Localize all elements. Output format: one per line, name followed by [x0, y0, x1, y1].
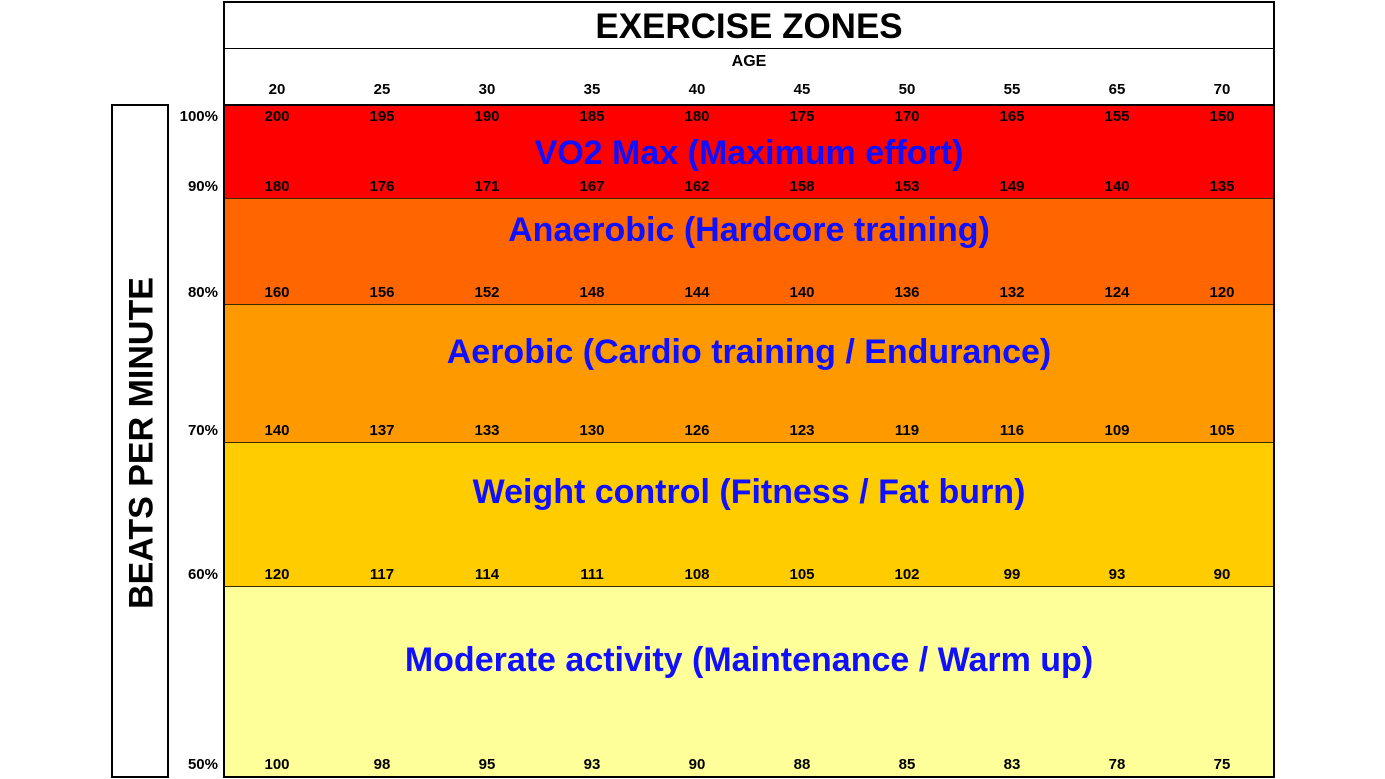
- x-axis-label: AGE: [731, 53, 767, 70]
- heart-rate-value: 105: [1209, 422, 1235, 439]
- heart-rate-value: 109: [1104, 422, 1130, 439]
- heart-rate-value: 180: [684, 108, 710, 125]
- heart-rate-value: 185: [579, 108, 605, 125]
- heart-rate-value: 114: [474, 566, 500, 583]
- heart-rate-value: 144: [684, 284, 710, 301]
- heart-rate-value: 108: [684, 566, 710, 583]
- heart-rate-value: 90: [1213, 566, 1231, 583]
- heart-rate-value: 160: [264, 284, 290, 301]
- age-tick-label: 30: [478, 81, 496, 98]
- title-box: EXERCISE ZONES: [223, 1, 1275, 49]
- heart-rate-value: 140: [1104, 178, 1130, 195]
- zone-label: Weight control (Fitness / Fat burn): [472, 473, 1026, 511]
- heart-rate-value: 75: [1213, 756, 1231, 773]
- heart-rate-value: 124: [1104, 284, 1130, 301]
- zone-label: Aerobic (Cardio training / Endurance): [446, 333, 1052, 371]
- heart-rate-value: 135: [1209, 178, 1235, 195]
- percent-label: 50%: [187, 756, 218, 773]
- heart-rate-value: 123: [789, 422, 815, 439]
- heart-rate-value: 140: [789, 284, 815, 301]
- zone-band: [225, 305, 1273, 443]
- zone-band: [225, 443, 1273, 587]
- heart-rate-value: 85: [898, 756, 916, 773]
- heart-rate-value: 119: [894, 422, 920, 439]
- heart-rate-value: 136: [894, 284, 920, 301]
- percent-label: 100%: [179, 108, 218, 125]
- heart-rate-value: 133: [474, 422, 500, 439]
- heart-rate-value: 162: [684, 178, 710, 195]
- zone-band: [225, 199, 1273, 305]
- percent-label: 70%: [187, 422, 218, 439]
- age-tick-label: 55: [1003, 81, 1021, 98]
- heart-rate-value: 93: [583, 756, 601, 773]
- heart-rate-value: 130: [579, 422, 605, 439]
- zone-label: VO2 Max (Maximum effort): [534, 134, 964, 172]
- age-header: AGE: [223, 48, 1275, 106]
- heart-rate-value: 90: [688, 756, 706, 773]
- heart-rate-value: 176: [369, 178, 395, 195]
- heart-rate-value: 153: [894, 178, 920, 195]
- age-tick-label: 40: [688, 81, 706, 98]
- zone-bands: VO2 Max (Maximum effort) Anaerobic (Hardc…: [223, 104, 1275, 778]
- heart-rate-value: 149: [999, 178, 1025, 195]
- heart-rate-value: 167: [579, 178, 605, 195]
- heart-rate-value: 120: [1209, 284, 1235, 301]
- age-tick-label: 25: [373, 81, 391, 98]
- heart-rate-value: 93: [1108, 566, 1126, 583]
- heart-rate-value: 180: [264, 178, 290, 195]
- heart-rate-value: 98: [373, 756, 391, 773]
- heart-rate-value: 95: [478, 756, 496, 773]
- zone-band: [225, 587, 1273, 776]
- heart-rate-value: 156: [369, 284, 395, 301]
- heart-rate-value: 148: [579, 284, 605, 301]
- heart-rate-value: 99: [1003, 566, 1021, 583]
- heart-rate-value: 195: [369, 108, 395, 125]
- heart-rate-value: 137: [369, 422, 395, 439]
- age-tick-label: 35: [583, 81, 601, 98]
- heart-rate-value: 88: [793, 756, 811, 773]
- zone-label: Anaerobic (Hardcore training): [508, 211, 990, 249]
- heart-rate-value: 152: [474, 284, 500, 301]
- heart-rate-value: 158: [789, 178, 815, 195]
- percent-label: 90%: [187, 178, 218, 195]
- percent-label: 60%: [187, 566, 218, 583]
- heart-rate-value: 200: [264, 108, 290, 125]
- heart-rate-value: 120: [264, 566, 290, 583]
- age-tick-label: 45: [793, 81, 811, 98]
- heart-rate-value: 100: [264, 756, 290, 773]
- heart-rate-value: 102: [894, 566, 920, 583]
- age-tick-label: 70: [1213, 81, 1231, 98]
- chart-title: EXERCISE ZONES: [595, 7, 903, 46]
- zone-band: [225, 106, 1273, 199]
- age-tick-label: 50: [898, 81, 916, 98]
- y-axis-box: BEATS PER MINUTE: [111, 104, 169, 778]
- heart-rate-value: 117: [369, 566, 395, 583]
- age-tick-label: 65: [1108, 81, 1126, 98]
- percent-label: 80%: [187, 284, 218, 301]
- heart-rate-value: 175: [789, 108, 815, 125]
- heart-rate-value: 140: [264, 422, 290, 439]
- zone-label: Moderate activity (Maintenance / Warm up…: [404, 641, 1094, 679]
- heart-rate-value: 116: [999, 422, 1025, 439]
- heart-rate-value: 111: [580, 566, 604, 583]
- heart-rate-value: 83: [1003, 756, 1021, 773]
- heart-rate-value: 78: [1108, 756, 1126, 773]
- heart-rate-value: 170: [894, 108, 920, 125]
- y-axis-label: BEATS PER MINUTE: [122, 277, 161, 609]
- heart-rate-value: 105: [789, 566, 815, 583]
- age-tick-label: 20: [268, 81, 286, 98]
- heart-rate-value: 132: [999, 284, 1025, 301]
- heart-rate-value: 155: [1104, 108, 1130, 125]
- heart-rate-value: 150: [1209, 108, 1235, 125]
- heart-rate-value: 171: [474, 178, 500, 195]
- heart-rate-value: 190: [474, 108, 500, 125]
- heart-rate-value: 165: [999, 108, 1025, 125]
- heart-rate-value: 126: [684, 422, 710, 439]
